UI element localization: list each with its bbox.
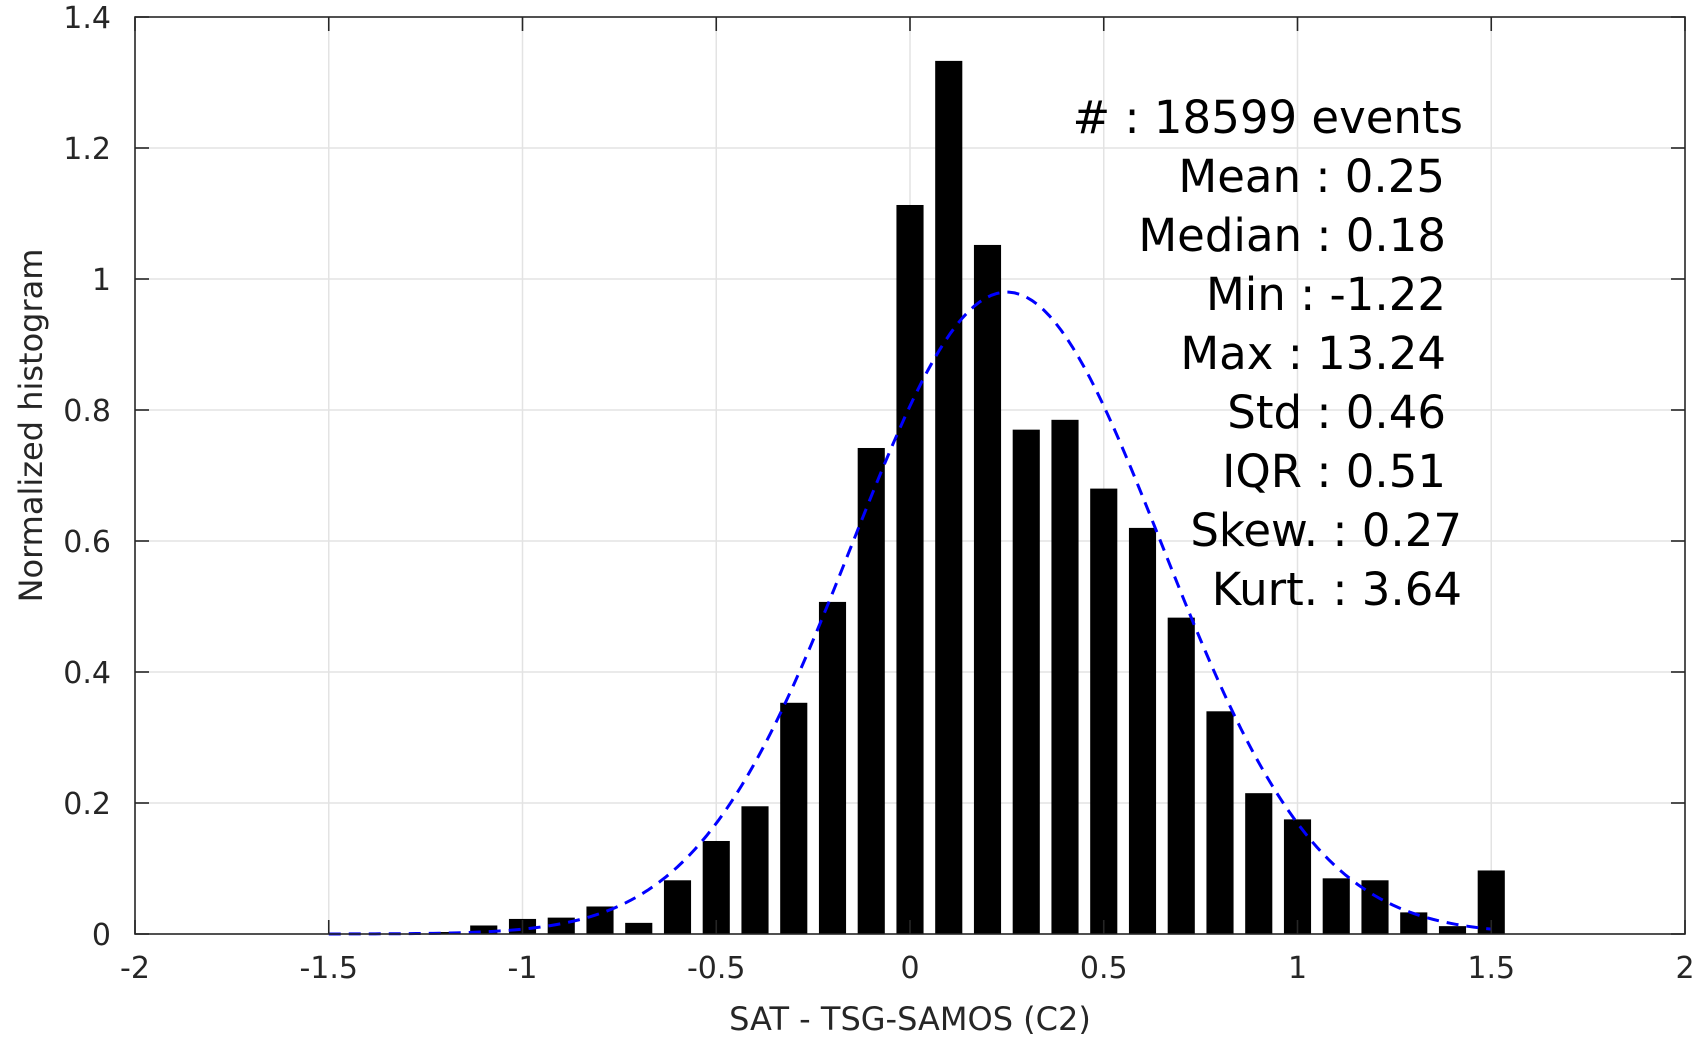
histogram-bar	[1051, 419, 1079, 934]
histogram-bar	[1400, 912, 1428, 934]
histogram-bar	[431, 932, 459, 934]
x-tick-labels: -2 -1.5 -1 -0.5 0 0.5 1 1.5 2	[120, 951, 1695, 986]
histogram-bar	[625, 922, 653, 934]
histogram-bar	[1167, 617, 1195, 934]
histogram-bar	[1128, 527, 1157, 934]
x-tick-label: 0	[900, 951, 919, 986]
x-tick-label: -1.5	[299, 951, 358, 986]
y-tick-labels: 0 0.2 0.4 0.6 0.8 1 1.2 1.4	[63, 1, 111, 953]
x-axis-label: SAT - TSG-SAMOS (C2)	[729, 1000, 1091, 1038]
histogram-bar	[857, 447, 885, 934]
histogram-bar	[1283, 819, 1312, 934]
x-tick-label: -1	[508, 951, 538, 986]
stat-line: Max : 13.24	[1180, 327, 1446, 380]
y-tick-label: 1.2	[63, 132, 111, 167]
histogram-bars	[431, 60, 1505, 935]
histogram-bar	[1090, 488, 1118, 934]
histogram-bar	[702, 840, 730, 934]
stat-line: Std : 0.46	[1227, 386, 1446, 439]
stat-line: Skew. : 0.27	[1190, 504, 1462, 557]
x-tick-label: 1	[1288, 951, 1307, 986]
x-tick-label: 2	[1675, 951, 1694, 986]
x-tick-label: -0.5	[687, 951, 746, 986]
histogram-bar	[973, 244, 1002, 934]
y-axis-label: Normalized histogram	[12, 249, 50, 603]
histogram-bar	[1012, 429, 1040, 934]
stat-line: Mean : 0.25	[1178, 150, 1445, 203]
histogram-bar	[1322, 878, 1350, 934]
histogram-bar	[470, 925, 498, 934]
y-tick-label: 0.6	[63, 525, 111, 560]
x-tick-label: 1.5	[1467, 951, 1515, 986]
y-tick-label: 0	[92, 918, 111, 953]
stat-line: # : 18599 events	[1072, 91, 1463, 144]
histogram-bar	[1361, 880, 1389, 934]
histogram-bar	[1245, 793, 1273, 934]
x-tick-label: 0.5	[1080, 951, 1128, 986]
histogram-bar	[780, 702, 808, 934]
histogram-bar	[1438, 926, 1467, 934]
histogram-bar	[663, 880, 692, 934]
stat-line: Kurt. : 3.64	[1212, 563, 1462, 616]
y-tick-label: 0.4	[63, 656, 111, 691]
y-tick-label: 0.8	[63, 394, 111, 429]
histogram-bar	[935, 60, 963, 934]
stat-line: Min : -1.22	[1206, 268, 1446, 321]
y-tick-label: 1	[92, 263, 111, 298]
y-tick-label: 0.2	[63, 787, 111, 822]
histogram-bar	[1206, 711, 1234, 934]
histogram-bar	[818, 601, 847, 934]
y-tick-label: 1.4	[63, 1, 111, 36]
axis-ticks	[134, 16, 1686, 935]
gaussian-fit-curve	[328, 290, 1492, 936]
stat-line: Median : 0.18	[1138, 209, 1446, 262]
statistics-annotation: # : 18599 events Mean : 0.25 Median : 0.18…	[1072, 91, 1463, 616]
histogram-bar	[741, 806, 769, 934]
histogram-bar	[896, 204, 924, 935]
stat-line: IQR : 0.51	[1222, 445, 1446, 498]
x-tick-label: -2	[120, 951, 150, 986]
